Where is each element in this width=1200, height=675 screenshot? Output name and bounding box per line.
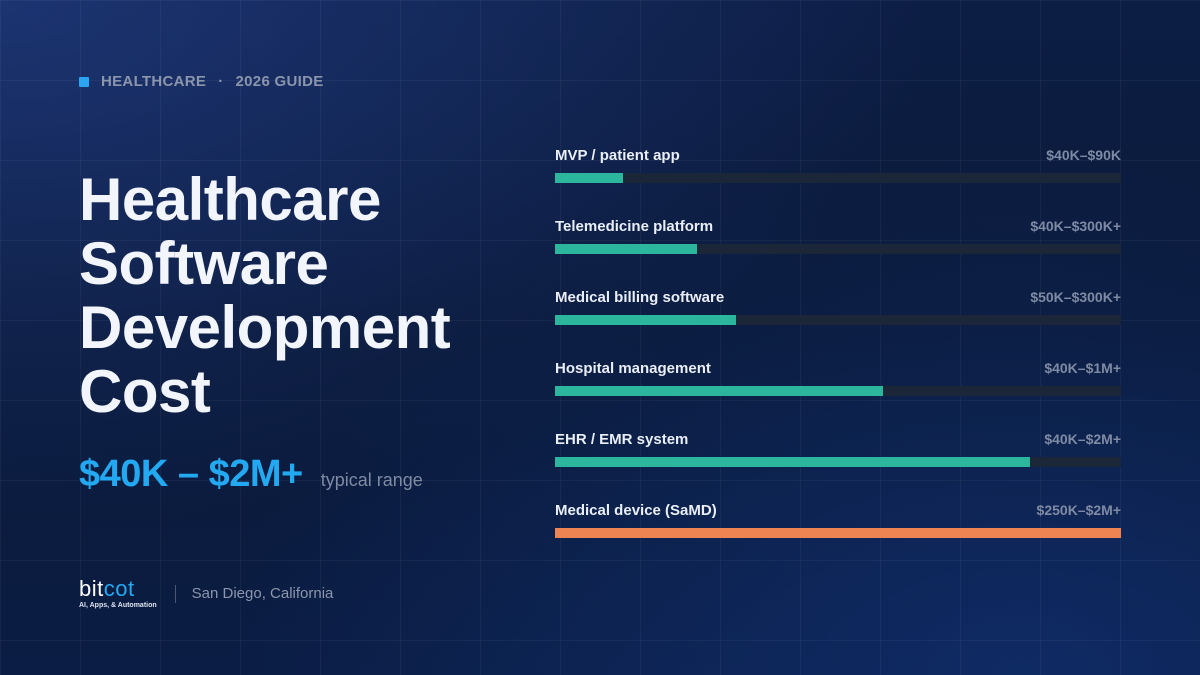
eyebrow-separator: · — [218, 73, 224, 90]
bar-value-label: $40K–$2M+ — [1044, 431, 1121, 447]
logo-prefix: bit — [79, 576, 104, 601]
bar-label: Medical device (SaMD) — [555, 501, 717, 519]
bar-fill — [555, 386, 883, 396]
title-line: Software — [79, 230, 329, 297]
logo-accent: cot — [103, 576, 135, 601]
bar-value-label: $40K–$300K+ — [1030, 218, 1121, 234]
footer: bitcot AI, Apps, & Automation San Diego,… — [79, 578, 334, 610]
bar-header: Hospital management $40K–$1M+ — [555, 358, 1121, 378]
cost-bar-chart: MVP / patient app $40K–$90K Telemedicine p… — [555, 145, 1121, 571]
cost-range: $40K – $2M+ typical range — [79, 453, 423, 496]
bar-row: Telemedicine platform $40K–$300K+ — [555, 216, 1121, 287]
bar-value-label: $50K–$300K+ — [1030, 289, 1121, 305]
bar-value-label: $250K–$2M+ — [1036, 502, 1121, 518]
bar-header: Medical billing software $50K–$300K+ — [555, 287, 1121, 307]
eyebrow-edition: 2026 GUIDE — [235, 73, 324, 90]
bar-label: Medical billing software — [555, 288, 725, 306]
title-line: Cost — [79, 358, 211, 425]
bar-track — [555, 528, 1121, 538]
logo-wordmark: bitcot — [79, 578, 157, 600]
eyebrow-category: HEALTHCARE — [101, 73, 207, 90]
bar-header: MVP / patient app $40K–$90K — [555, 145, 1121, 165]
range-label: typical range — [320, 470, 423, 490]
bar-track — [555, 457, 1121, 467]
bar-track — [555, 315, 1121, 325]
bar-row: Medical billing software $50K–$300K+ — [555, 287, 1121, 358]
bar-header: Telemedicine platform $40K–$300K+ — [555, 216, 1121, 236]
bar-track — [555, 173, 1121, 183]
page-title: Healthcare Software Development Cost — [79, 166, 451, 425]
eyebrow: HEALTHCARE · 2026 GUIDE — [79, 73, 324, 90]
range-value: $40K – $2M+ — [79, 453, 303, 495]
bar-header: EHR / EMR system $40K–$2M+ — [555, 429, 1121, 449]
bar-label: Telemedicine platform — [555, 217, 714, 235]
title-line: Healthcare — [79, 166, 381, 233]
bar-row: Medical device (SaMD) $250K–$2M+ — [555, 500, 1121, 571]
bar-row: Hospital management $40K–$1M+ — [555, 358, 1121, 429]
logo-tagline: AI, Apps, & Automation — [79, 602, 157, 609]
bar-fill — [555, 315, 736, 325]
bar-track — [555, 386, 1121, 396]
square-bullet-icon — [79, 76, 89, 87]
bar-row: MVP / patient app $40K–$90K — [555, 145, 1121, 216]
bar-fill — [555, 528, 1121, 538]
bar-row: EHR / EMR system $40K–$2M+ — [555, 429, 1121, 500]
bar-label: EHR / EMR system — [555, 430, 689, 448]
bar-value-label: $40K–$1M+ — [1044, 360, 1121, 376]
bar-fill — [555, 457, 1030, 467]
bar-fill — [555, 244, 697, 254]
location-text: San Diego, California — [191, 585, 334, 602]
title-line: Development — [79, 294, 451, 361]
bitcot-logo: bitcot AI, Apps, & Automation — [79, 578, 157, 610]
bar-value-label: $40K–$90K — [1046, 147, 1121, 163]
bar-track — [555, 244, 1121, 254]
bar-header: Medical device (SaMD) $250K–$2M+ — [555, 500, 1121, 520]
bar-label: Hospital management — [555, 359, 711, 377]
footer-divider — [174, 584, 176, 603]
bar-label: MVP / patient app — [555, 146, 680, 164]
bar-fill — [555, 173, 623, 183]
